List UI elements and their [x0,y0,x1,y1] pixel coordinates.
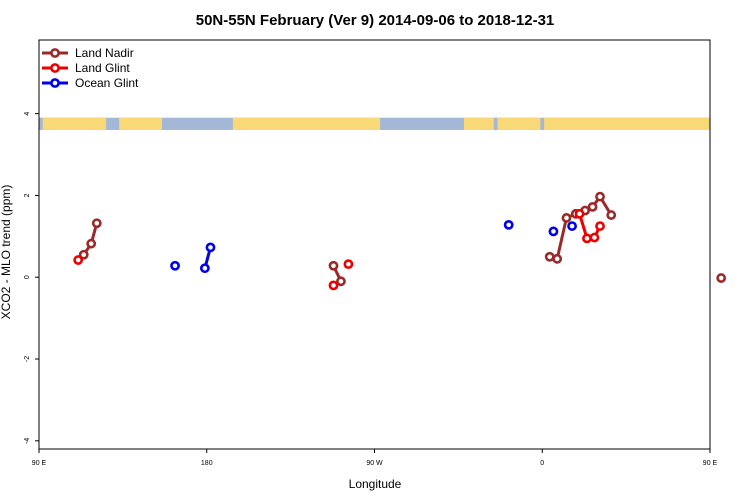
y-axis-label: XCO2 - MLO trend (ppm) [0,185,13,320]
data-point [561,213,572,223]
series-layer [73,191,727,291]
y-tick-label: -4 [24,438,31,444]
chart-title: 50N-55N February (Ver 9) 2014-09-06 to 2… [196,12,555,29]
data-point [595,221,605,231]
x-tick-label: 90 E [703,460,718,467]
data-point [343,259,354,270]
data-point [199,263,210,274]
series-ocean-glint [170,219,577,274]
land-region [544,117,710,130]
legend-item: Land Glint [42,61,130,75]
series-land-glint [73,208,605,291]
land-region [463,117,494,130]
land-region [119,117,163,130]
legend-item: Land Nadir [42,46,134,60]
data-point [91,218,102,229]
data-point [574,208,585,219]
y-tick-label: 2 [24,193,31,197]
data-point [589,232,600,243]
data-point [552,253,563,264]
data-point [606,210,617,220]
land-region [42,117,107,130]
data-point [716,273,727,283]
data-point [336,276,346,287]
data-point [170,260,180,271]
data-point [73,255,84,265]
data-point [205,242,216,253]
data-point [544,251,555,262]
data-point [78,249,89,260]
legend-label: Ocean Glint [75,76,139,90]
data-point [503,219,514,230]
legend-marker [50,48,60,58]
axis-ticks: 90 E 180 90 W 0 90 E -4 -2 0 2 4 [24,112,718,467]
legend-label: Land Nadir [75,46,134,60]
land-region [497,117,541,130]
legend-marker [50,78,60,88]
x-tick-label: 90 E [32,460,47,467]
y-tick-label: -2 [24,356,31,362]
y-tick-label: 0 [24,275,31,279]
legend-label: Land Glint [75,61,130,75]
series-land-nadir [78,191,727,287]
data-point [328,280,339,291]
legend-marker [50,63,60,73]
data-point [587,201,598,212]
data-point [548,226,559,237]
x-tick-label: 180 [201,460,213,467]
land-region [232,117,381,130]
data-point [567,221,577,231]
data-point [328,260,339,271]
plot-frame [38,39,711,450]
x-tick-label: 90 W [366,460,383,467]
data-point [582,233,592,244]
data-point [86,238,97,249]
data-point [595,191,605,202]
x-tick-label: 0 [540,460,544,467]
legend-item: Ocean Glint [42,76,139,90]
land-ocean-band [39,117,710,130]
y-tick-label: 4 [24,112,31,116]
x-axis-label: Longitude [349,477,402,491]
